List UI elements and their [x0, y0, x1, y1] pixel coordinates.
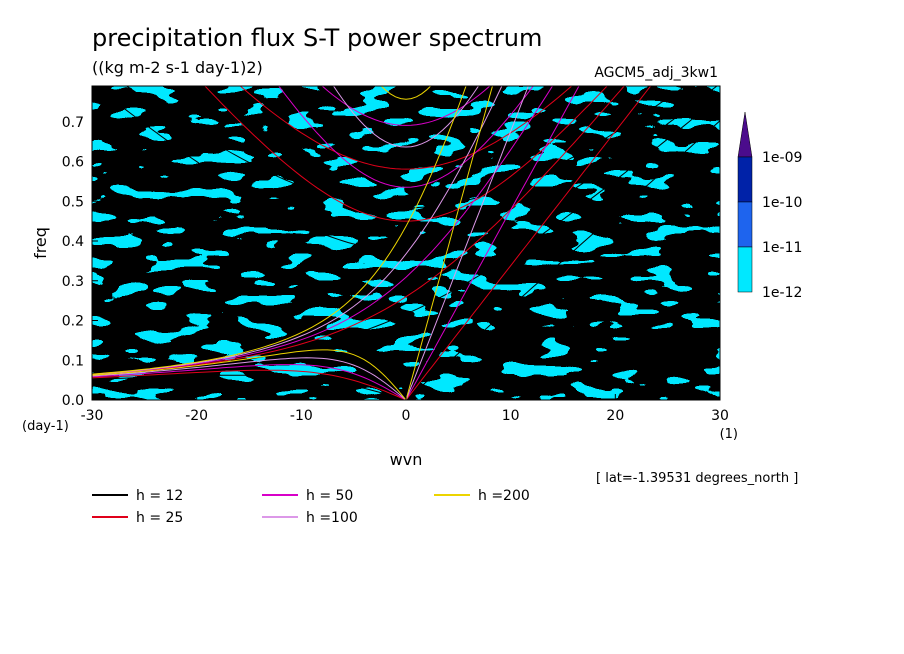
kelvin-curve [405, 86, 652, 400]
kelvin-curve [405, 120, 720, 400]
y-tick-label: 0.5 [62, 194, 84, 210]
y-tick-label: 0.3 [62, 274, 84, 290]
legend-label: h = 50 [306, 488, 353, 504]
x-axis-label: wvn [390, 450, 423, 469]
kelvin-curve [405, 86, 494, 400]
colorbar-label: 1e-12 [762, 285, 802, 301]
inertio-gravity-curve [321, 86, 491, 126]
inertio-gravity-curve [92, 0, 720, 12]
colorbar-extend-triangle [737, 111, 753, 158]
legend-label: h = 12 [136, 488, 183, 504]
y-tick-label: 0.6 [62, 155, 84, 171]
mixed-rossby-gravity-curve [92, 86, 554, 376]
legend-label: h = 25 [136, 510, 183, 526]
x-tick-label: 20 [606, 408, 624, 424]
colorbar-segment [737, 156, 753, 203]
x-tick-label: -10 [290, 408, 313, 424]
plot-area [91, 0, 721, 401]
y-tick-label: 0.2 [62, 314, 84, 330]
inertio-gravity-curve [125, 86, 687, 209]
x-tick-label: 0 [402, 408, 411, 424]
y-tick-label: 0.7 [62, 115, 84, 131]
model-label: AGCM5_adj_3kw1 [594, 65, 718, 81]
x-axis: -30 -20 -10 0 10 20 30 [81, 394, 729, 424]
dispersion-curves [92, 0, 720, 400]
y-axis-label: freq [31, 227, 50, 259]
colorbar: 1e-09 1e-10 1e-11 1e-12 [737, 111, 802, 301]
legend-label: h =200 [478, 488, 530, 504]
rossby-curve [92, 349, 407, 400]
x-tick-label: 30 [711, 408, 729, 424]
inertio-gravity-curve [204, 86, 608, 222]
mixed-rossby-gravity-curve [92, 86, 503, 375]
y-tick-label: 0.0 [62, 393, 84, 409]
rossby-curve [92, 357, 407, 400]
inertio-gravity-curve [94, 86, 718, 252]
mixed-rossby-gravity-curve [92, 86, 467, 375]
mixed-rossby-gravity-curve [92, 96, 720, 377]
x-tick-label: -30 [81, 408, 104, 424]
kelvin-curve [405, 86, 529, 400]
y-tick-label: 0.4 [62, 234, 84, 250]
y-unit-label: (day-1) [22, 419, 69, 434]
x-unit-label: (1) [720, 427, 738, 442]
field-below-1e-12 [92, 86, 720, 400]
rossby-curve [92, 374, 407, 400]
latitude-note: [ lat=-1.39531 degrees_north ] [596, 471, 798, 486]
inertio-gravity-curve [239, 86, 573, 170]
y-axis: 0.0 0.1 0.2 0.3 0.4 0.5 0.6 0.7 [62, 115, 98, 409]
chart-title: precipitation flux S-T power spectrum [92, 24, 542, 52]
inertio-gravity-curve [278, 86, 534, 188]
colorbar-label: 1e-09 [762, 150, 802, 166]
legend-label: h =100 [306, 510, 358, 526]
rossby-curve [92, 364, 407, 400]
mixed-rossby-gravity-curve [92, 86, 625, 376]
colorbar-segment [737, 246, 753, 293]
y-tick-label: 0.1 [62, 353, 84, 369]
rossby-curve [92, 369, 407, 400]
chart-subtitle: ((kg m-2 s-1 day-1)2) [92, 58, 263, 77]
colorbar-segment [737, 201, 753, 248]
inertio-gravity-curve [380, 86, 432, 100]
legend: h = 12 h = 25 h = 50 h =100 h =200 [92, 488, 530, 526]
inertio-gravity-curve [332, 86, 480, 148]
kelvin-curve [405, 86, 580, 400]
x-tick-label: -20 [185, 408, 208, 424]
x-tick-label: 10 [502, 408, 520, 424]
colorbar-label: 1e-11 [762, 240, 802, 256]
colorbar-label: 1e-10 [762, 195, 802, 211]
